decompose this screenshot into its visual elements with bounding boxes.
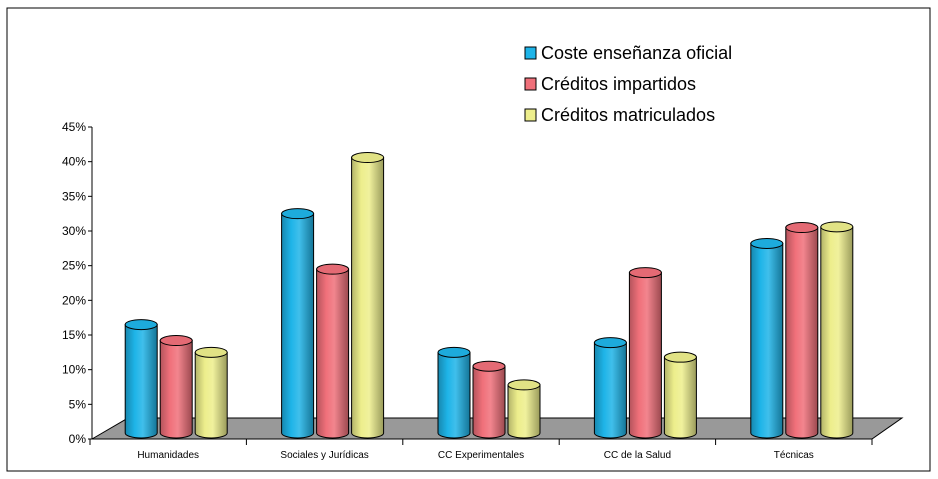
y-tick-label: 45%	[62, 120, 86, 134]
cylinder-top	[507, 379, 541, 391]
cylinder-body	[593, 342, 627, 439]
y-tick-label: 20%	[62, 293, 86, 307]
cylinder-top	[351, 152, 385, 164]
axes: 0% 5% 10% 15% 20% 25% 30% 35% 40% 45% Humanidades S…	[62, 120, 873, 461]
bar-creditos-matriculados-cc-experimentales	[507, 379, 541, 439]
cylinder-body	[507, 384, 541, 439]
x-tick-label: Humanidades	[137, 450, 199, 461]
chart-border	[6, 7, 931, 472]
cylinder-top	[281, 208, 315, 220]
legend-label: Créditos impartidos	[541, 74, 696, 94]
legend-label: Créditos matriculados	[541, 105, 715, 125]
bar-creditos-impartidos-sociales-y-juridicas	[316, 263, 350, 439]
x-tick-label: CC Experimentales	[438, 450, 524, 461]
bar-creditos-impartidos-humanidades	[159, 335, 193, 439]
cylinder-body	[124, 324, 158, 439]
cylinder-body	[281, 213, 315, 439]
y-tick-label: 15%	[62, 328, 86, 342]
legend-label: Coste enseñanza oficial	[541, 43, 732, 63]
x-tick-label: Técnicas	[774, 450, 814, 461]
legend-swatch	[524, 46, 537, 60]
y-tick-label: 30%	[62, 224, 86, 238]
cylinder-top	[124, 319, 158, 331]
x-tick-label: CC de la Salud	[604, 450, 671, 461]
bar-coste-ensenanza-oficial-sociales-y-juridicas	[281, 208, 315, 439]
bar-creditos-matriculados-sociales-y-juridicas	[351, 152, 385, 439]
x-tick-label: Sociales y Jurídicas	[280, 450, 368, 461]
cylinder-body	[437, 351, 471, 439]
bar-creditos-matriculados-cc-de-la-salud	[663, 351, 697, 439]
cylinder-body	[194, 351, 228, 439]
bars	[124, 152, 854, 439]
cylinder-top	[159, 335, 193, 347]
legend: Coste enseñanza oficial Créditos impartid…	[524, 43, 732, 125]
y-tick-label: 35%	[62, 189, 86, 203]
cylinder-body	[159, 340, 193, 439]
cylinder-top	[663, 351, 697, 363]
bar-creditos-matriculados-humanidades	[194, 346, 228, 439]
y-tick-label: 25%	[62, 259, 86, 273]
cylinder-top	[628, 267, 662, 279]
cylinder-top	[785, 222, 819, 234]
cylinder-body	[750, 242, 784, 439]
legend-swatch	[524, 108, 537, 122]
bar-coste-ensenanza-oficial-tecnicas	[750, 237, 784, 439]
y-tick-label: 40%	[62, 155, 86, 169]
y-tick-label: 0%	[69, 432, 87, 446]
bar-creditos-matriculados-tecnicas	[820, 221, 854, 439]
cylinder-top	[437, 346, 471, 358]
bar-coste-ensenanza-oficial-cc-experimentales	[437, 346, 471, 439]
cylinder-body	[351, 157, 385, 439]
cylinder-top	[593, 337, 627, 349]
cylinder-body	[785, 227, 819, 439]
bar-coste-ensenanza-oficial-humanidades	[124, 319, 158, 439]
cylinder-top	[750, 237, 784, 249]
legend-item-creditos-impartidos: Créditos impartidos	[524, 74, 696, 94]
cylinder-body	[316, 268, 350, 439]
legend-swatch	[524, 77, 537, 91]
bar-creditos-impartidos-cc-experimentales	[472, 360, 506, 439]
cylinder-top	[820, 221, 854, 233]
bar-creditos-impartidos-tecnicas	[785, 222, 819, 439]
y-tick-label: 5%	[69, 397, 87, 411]
legend-item-coste-ensenanza-oficial: Coste enseñanza oficial	[524, 43, 732, 63]
cylinder-body	[472, 365, 506, 439]
legend-item-creditos-matriculados: Créditos matriculados	[524, 105, 715, 125]
cylinder-top	[472, 360, 506, 372]
cylinder-body	[820, 226, 854, 439]
y-tick-label: 10%	[62, 363, 86, 377]
bar-coste-ensenanza-oficial-cc-de-la-salud	[593, 337, 627, 439]
cylinder-body	[663, 356, 697, 439]
cylinder-body	[628, 272, 662, 439]
cylinder-top	[316, 263, 350, 275]
cylinder-top	[194, 346, 228, 358]
bar-creditos-impartidos-cc-de-la-salud	[628, 267, 662, 439]
